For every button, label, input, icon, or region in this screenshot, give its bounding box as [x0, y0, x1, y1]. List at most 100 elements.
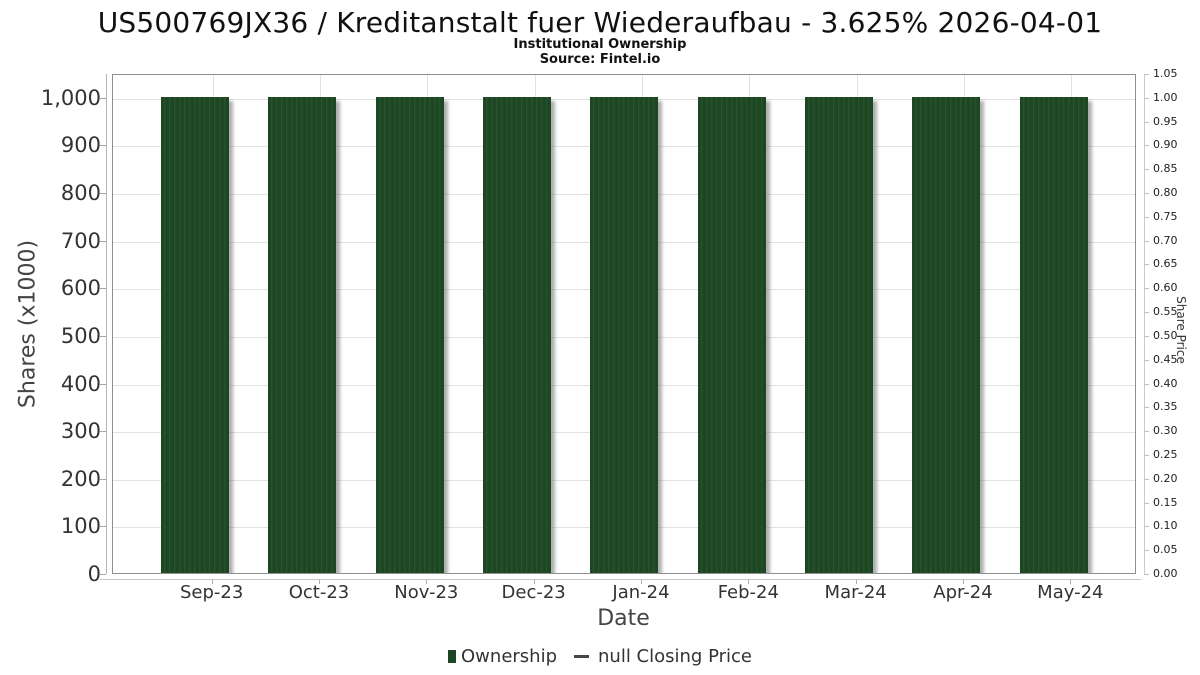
left-axis-tick-label: 200: [60, 466, 101, 491]
right-axis-tick-label: 0.40: [1153, 376, 1178, 390]
x-axis-tick: [426, 579, 428, 584]
right-axis-tick-label: 0.00: [1153, 567, 1178, 580]
right-axis-tick-label: 0.70: [1153, 233, 1178, 247]
chart-subtitle: Institutional Ownership: [513, 37, 687, 52]
right-axis-tick: [1144, 145, 1149, 147]
ownership-bar: [161, 96, 229, 573]
x-axis-tick: [963, 579, 964, 584]
right-axis-tick-label: 1.00: [1153, 90, 1178, 104]
right-axis-tick: [1144, 431, 1149, 433]
right-axis-tick: [1144, 240, 1149, 242]
ownership-legend-label: Ownership: [461, 646, 558, 667]
left-axis-tick: [100, 335, 106, 337]
right-axis-tick-label: 0.80: [1153, 186, 1178, 200]
left-axis-tick-label: 400: [60, 371, 101, 396]
left-axis-tick-label: 100: [60, 514, 101, 539]
ownership-bar: [912, 96, 981, 573]
x-axis-tick-label: May-24: [1037, 582, 1104, 603]
right-axis-tick-label: 0.90: [1153, 138, 1178, 152]
right-axis-tick: [1144, 121, 1149, 123]
x-axis-tick: [1070, 579, 1072, 584]
right-axis-tick-label: 0.65: [1153, 257, 1178, 271]
right-axis-tick: [1144, 478, 1149, 480]
left-axis-tick: [100, 145, 106, 147]
legend: Ownership null Closing Price: [0, 646, 1200, 667]
x-axis-title-date: Date: [597, 606, 650, 631]
ownership-bar: [483, 96, 551, 573]
left-axis-tick: [100, 431, 106, 433]
right-axis-tick-label: 0.20: [1153, 471, 1178, 485]
left-axis-tick-label: 600: [60, 276, 101, 301]
right-axis-tick: [1144, 288, 1149, 290]
x-axis-tick-label: Jan-24: [612, 582, 670, 603]
left-axis-tick: [100, 193, 106, 195]
plot-area: [112, 74, 1136, 574]
right-axis-tick-label: 1.05: [1153, 67, 1178, 80]
chart-title: US500769JX36 / Kreditanstalt fuer Wieder…: [97, 6, 1103, 39]
right-axis-tick: [1144, 193, 1149, 195]
right-axis-tick: [1144, 74, 1149, 75]
right-axis-tick-label: 0.35: [1153, 400, 1178, 414]
left-axis-tick: [100, 288, 106, 290]
left-axis-tick-label: 1,000: [40, 85, 101, 110]
right-axis-tick-label: 0.15: [1153, 495, 1178, 509]
right-axis-tick: [1144, 454, 1149, 456]
right-axis-tick: [1144, 169, 1149, 171]
right-axis-tick-label: 0.45: [1153, 352, 1178, 366]
left-axis-tick-label: 500: [60, 323, 101, 348]
left-axis-tick: [100, 383, 106, 385]
ownership-bar: [590, 96, 659, 573]
left-axis-tick: [100, 97, 106, 99]
ownership-bar: [697, 96, 766, 573]
right-axis-tick: [1144, 97, 1149, 99]
right-axis-tick-label: 0.05: [1153, 543, 1178, 557]
right-axis-tick: [1144, 407, 1149, 409]
x-axis-tick: [855, 579, 857, 584]
left-axis-tick-label: 700: [60, 228, 101, 253]
right-axis-tick: [1144, 312, 1149, 314]
right-axis-tick: [1144, 574, 1149, 575]
x-axis-tick: [319, 579, 320, 584]
left-axis-tick-label: 900: [60, 133, 101, 158]
right-axis-tick: [1144, 216, 1149, 218]
right-axis-tick-label: 0.60: [1153, 281, 1178, 295]
x-axis-tick-label: Dec-23: [501, 582, 566, 603]
right-axis-tick: [1144, 264, 1149, 266]
left-axis-tick-label: 300: [60, 419, 101, 444]
x-axis-tick-label: Apr-24: [933, 582, 993, 603]
left-axis-tick-label: 0: [87, 562, 101, 586]
closing-price-legend-line-icon: [574, 655, 590, 658]
x-axis-tick: [533, 579, 535, 584]
ownership-bar: [1019, 96, 1088, 573]
chart-source: Source: Fintel.io: [539, 52, 661, 67]
left-axis-tick-label: 800: [60, 181, 101, 206]
ownership-bar: [805, 96, 873, 573]
x-axis-tick: [211, 579, 213, 584]
x-axis-tick-label: Sep-23: [179, 582, 244, 603]
left-axis-tick: [100, 574, 106, 575]
right-axis-tick-label: 0.30: [1153, 424, 1178, 438]
ownership-legend-swatch-icon: [448, 650, 457, 663]
right-axis-tick-label: 0.10: [1153, 519, 1178, 533]
right-axis-tick: [1144, 526, 1149, 528]
right-axis-tick-label: 0.25: [1153, 447, 1178, 461]
right-axis-tick-label: 0.50: [1153, 328, 1178, 342]
ownership-bar: [268, 96, 337, 573]
x-axis-tick: [748, 579, 750, 584]
right-axis-tick-label: 0.85: [1153, 162, 1178, 176]
x-axis-tick-label: Mar-24: [824, 582, 887, 603]
right-axis-tick: [1144, 383, 1149, 385]
right-axis-tick-label: 0.75: [1153, 209, 1178, 223]
right-axis-tick-label: 0.95: [1153, 114, 1178, 128]
left-axis-tick: [100, 478, 106, 480]
left-axis-spine: [106, 74, 107, 574]
right-axis-tick-label: 0.55: [1153, 305, 1178, 319]
x-axis-tick-label: Oct-23: [288, 582, 350, 603]
x-axis-tick-label: Nov-23: [394, 582, 459, 603]
left-axis-tick: [100, 240, 106, 242]
closing-price-legend-label: null Closing Price: [598, 646, 752, 667]
right-axis-spine: [1144, 74, 1145, 574]
x-axis-tick: [641, 579, 642, 584]
x-axis-tick-label: Feb-24: [717, 582, 779, 603]
